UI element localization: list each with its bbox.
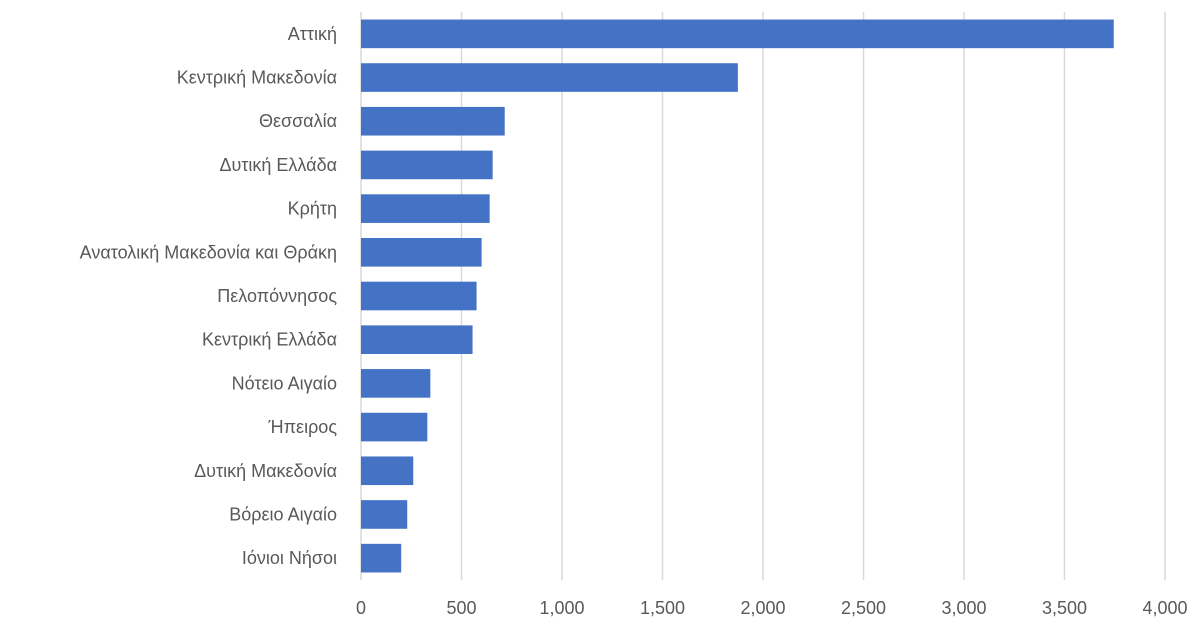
category-label: Αττική <box>288 24 337 44</box>
category-label: Κρήτη <box>288 199 337 219</box>
category-label: Κεντρική Ελλάδα <box>202 330 337 350</box>
x-tick-label: 2,000 <box>740 598 785 618</box>
x-tick-label: 1,500 <box>640 598 685 618</box>
x-tick-label: 3,000 <box>941 598 986 618</box>
bar <box>361 456 414 486</box>
x-tick-label: 4,000 <box>1142 598 1187 618</box>
bar <box>361 194 490 223</box>
x-tick-label: 500 <box>446 598 476 618</box>
category-label: Πελοπόννησος <box>217 286 337 306</box>
category-labels: Αττική Κεντρική Μακεδονία Θεσσαλία Δυτική Ε… <box>80 24 338 568</box>
bar <box>361 237 482 267</box>
bars <box>361 19 1114 573</box>
category-label: Θεσσαλία <box>259 111 337 131</box>
category-label: Κεντρική Μακεδονία <box>177 68 337 88</box>
x-tick-label: 3,500 <box>1042 598 1087 618</box>
bar <box>361 106 505 136</box>
x-tick-label: 0 <box>356 598 366 618</box>
bar <box>361 325 473 355</box>
bar <box>361 543 402 573</box>
bar <box>361 63 738 92</box>
bar <box>361 19 1114 49</box>
category-label: Δυτική Ελλάδα <box>219 155 337 175</box>
x-axis-tick-labels: 0 500 1,000 1,500 2,000 2,500 3,000 3,500 4,000 <box>356 598 1188 618</box>
bar <box>361 500 408 529</box>
x-tick-label: 1,000 <box>539 598 584 618</box>
category-label: Δυτική Μακεδονία <box>194 461 337 481</box>
category-label: Ήπειρος <box>268 417 338 437</box>
category-label: Νότειο Αιγαίο <box>232 373 337 393</box>
x-tick-label: 2,500 <box>841 598 886 618</box>
bar <box>361 281 477 311</box>
bar <box>361 369 431 398</box>
bar <box>361 412 428 442</box>
bar <box>361 150 493 180</box>
category-label: Ανατολική Μακεδονία και Θράκη <box>80 242 337 262</box>
category-label: Βόρειο Αιγαίο <box>229 504 337 524</box>
gridlines <box>360 12 1166 580</box>
category-label: Ιόνιοι Νήσοι <box>242 548 337 568</box>
